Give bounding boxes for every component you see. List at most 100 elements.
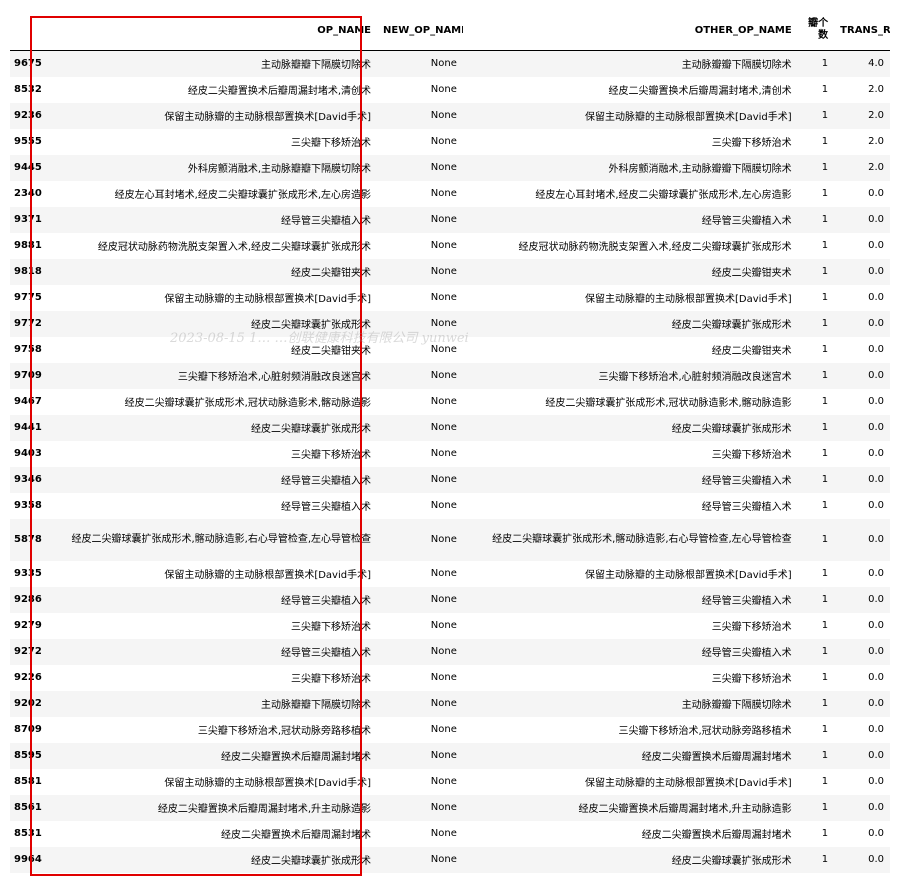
table-row: 9272 经导管三尖瓣植入术 None 经导管三尖瓣植入术 1 0.0: [10, 638, 890, 665]
trans-rbc-cell: 0.0: [868, 568, 884, 579]
op-name-cell: 三尖瓣下移矫治术,冠状动脉旁路移植术: [197, 726, 372, 737]
count-cell: 1: [821, 750, 829, 761]
new-op-name-cell: None: [430, 724, 457, 735]
row-index: 9286: [14, 594, 42, 605]
row-index: 9272: [14, 646, 42, 657]
new-op-name-cell: None: [430, 828, 457, 839]
row-index: 8531: [14, 828, 42, 839]
trans-rbc-cell: 0.0: [868, 396, 884, 407]
op-name-cell: 经皮二尖瓣钳夹术: [291, 346, 372, 357]
op-name-cell: 经皮二尖瓣置换术后瓣周漏封堵术: [221, 752, 372, 763]
other-op-name-cell: 主动脉瓣瓣下隔膜切除术: [681, 700, 792, 711]
op-name-cell: 三尖瓣下移矫治术: [291, 450, 372, 461]
count-cell: 1: [821, 266, 829, 277]
op-name-header: OP_NAME: [42, 10, 378, 51]
new-op-name-cell: None: [430, 84, 457, 95]
trans-rbc-cell: 0.0: [868, 698, 884, 709]
table-row: 9286 经导管三尖瓣植入术 None 经导管三尖瓣植入术 1 0.0: [10, 586, 890, 613]
op-name-cell: 经皮二尖瓣球囊扩张成形术: [251, 424, 372, 435]
trans-rbc-cell: 0.0: [868, 776, 884, 787]
op-name-cell: 经导管三尖瓣植入术: [281, 596, 372, 607]
trans-rbc-cell: 0.0: [868, 214, 884, 225]
trans-rbc-cell: 0.0: [868, 802, 884, 813]
other-op-name-cell: 三尖瓣下移矫治术,心脏射频消融改良迷宫术: [598, 372, 792, 383]
count-cell: 1: [821, 448, 829, 459]
row-index: 9881: [14, 240, 42, 251]
other-op-name-cell: 经导管三尖瓣植入术: [701, 596, 792, 607]
op-name-cell: 经皮二尖瓣置换术后瓣周漏封堵术,升主动脉造影: [157, 804, 372, 815]
trans-rbc-cell: 0.0: [868, 240, 884, 251]
other-op-name-cell: 经皮二尖瓣置换术后瓣周漏封堵术: [641, 752, 792, 763]
op-name-cell: 经导管三尖瓣植入术: [281, 648, 372, 659]
trans-rbc-cell: 0.0: [868, 500, 884, 511]
count-cell: 1: [821, 724, 829, 735]
table-row: 9675 主动脉瓣瓣下隔膜切除术 None 主动脉瓣瓣下隔膜切除术 1 4.0: [10, 50, 890, 77]
count-cell: 1: [821, 110, 829, 121]
new-op-name-cell: None: [430, 162, 457, 173]
count-cell: 1: [821, 500, 829, 511]
trans-rbc-cell: 0.0: [868, 292, 884, 303]
trans-rbc-cell: 0.0: [868, 594, 884, 605]
count-cell: 1: [821, 854, 829, 865]
other-op-name-cell: 经导管三尖瓣植入术: [701, 648, 792, 659]
op-name-cell: 经皮二尖瓣球囊扩张成形术,冠状动脉造影术,髂动脉造影: [124, 398, 372, 409]
op-name-cell: 经皮二尖瓣球囊扩张成形术: [251, 320, 372, 331]
new-op-name-cell: None: [430, 136, 457, 147]
new-op-name-cell: None: [430, 802, 457, 813]
new-op-name-cell: None: [430, 58, 457, 70]
count-cell: 1: [821, 534, 829, 545]
op-name-cell: 主动脉瓣瓣下隔膜切除术: [261, 700, 372, 711]
new-op-name-cell: None: [430, 776, 457, 787]
table-row: 8581 保留主动脉瓣的主动脉根部置换术[David手术] None 保留主动脉瓣的主…: [10, 769, 890, 795]
table-row: 9236 保留主动脉瓣的主动脉根部置换术[David手术] None 保留主动脉瓣的主…: [10, 102, 890, 129]
other-op-name-cell: 经皮二尖瓣钳夹术: [711, 346, 792, 357]
row-index: 9371: [14, 214, 42, 225]
other-op-name-cell: 经皮二尖瓣球囊扩张成形术: [671, 424, 792, 435]
trans-rbc-cell: 0.0: [868, 854, 884, 865]
table-row: 9555 三尖瓣下移矫治术 None 三尖瓣下移矫治术 1 2.0: [10, 129, 890, 155]
count-cell: 1: [821, 84, 829, 95]
row-index: 9335: [14, 568, 42, 579]
trans-rbc-cell: 0.0: [868, 534, 884, 545]
trans-rbc-cell: 0.0: [868, 724, 884, 735]
trans-rbc-cell: 4.0: [868, 58, 884, 70]
new-op-name-cell: None: [430, 266, 457, 277]
row-index: 9964: [14, 854, 42, 865]
other-op-name-cell: 三尖瓣下移矫治术,冠状动脉旁路移植术: [618, 726, 792, 737]
other-op-name-cell: 经皮二尖瓣球囊扩张成形术,冠状动脉造影术,髂动脉造影: [545, 398, 792, 409]
row-index: 9202: [14, 698, 42, 709]
table-row: 9403 三尖瓣下移矫治术 None 三尖瓣下移矫治术 1 0.0: [10, 441, 890, 467]
row-index: 9441: [14, 422, 42, 433]
row-index: 9709: [14, 370, 42, 381]
count-cell: 1: [821, 292, 829, 303]
op-name-cell: 三尖瓣下移矫治术,心脏射频消融改良迷宫术: [177, 372, 372, 383]
table-row: 9445 外科房颤消融术,主动脉瓣瓣下隔膜切除术 None 外科房颤消融术,主动脉瓣瓣…: [10, 154, 890, 181]
new-op-name-cell: None: [430, 110, 457, 121]
table-row: 9775 保留主动脉瓣的主动脉根部置换术[David手术] None 保留主动脉瓣的主…: [10, 285, 890, 311]
trans-rbc-cell: 2.0: [868, 162, 884, 173]
count-cell: 1: [821, 776, 829, 787]
other-op-name-cell: 保留主动脉瓣的主动脉根部置换术[David手术]: [585, 778, 792, 789]
new-op-name-cell: None: [430, 422, 457, 433]
row-index: 8532: [14, 84, 42, 95]
other-op-name-cell: 保留主动脉瓣的主动脉根部置换术[David手术]: [585, 570, 792, 581]
new-op-name-cell: None: [430, 292, 457, 303]
table-row: 9358 经导管三尖瓣植入术 None 经导管三尖瓣植入术 1 0.0: [10, 493, 890, 519]
op-name-cell: 保留主动脉瓣的主动脉根部置换术[David手术]: [164, 570, 372, 581]
row-index: 9555: [14, 136, 42, 147]
count-cell: 1: [821, 188, 829, 199]
other-op-name-cell: 经皮二尖瓣球囊扩张成形术: [671, 856, 792, 867]
new-op-name-cell: None: [430, 534, 457, 545]
trans-rbc-cell: 0.0: [868, 370, 884, 381]
table-row: 2340 经皮左心耳封堵术,经皮二尖瓣球囊扩张成形术,左心房造影 None 经皮左心耳…: [10, 181, 890, 207]
trans-rbc-cell: 0.0: [868, 422, 884, 433]
new-op-name-cell: None: [430, 672, 457, 683]
count-cell: 1: [821, 620, 829, 631]
table-row: 9346 经导管三尖瓣植入术 None 经导管三尖瓣植入术 1 0.0: [10, 466, 890, 493]
row-index: 9467: [14, 396, 42, 407]
row-index: 9226: [14, 672, 42, 683]
new-op-name-cell: None: [430, 188, 457, 199]
count-header: 瓣个数: [797, 10, 835, 51]
count-cell: 1: [821, 698, 829, 709]
new-op-name-cell: None: [430, 448, 457, 459]
